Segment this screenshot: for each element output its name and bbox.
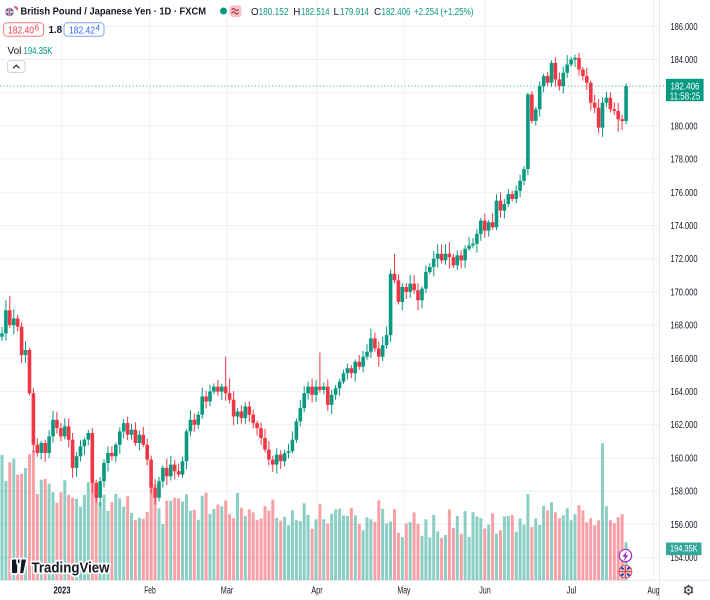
svg-text:182.40: 182.40 xyxy=(8,24,34,36)
svg-text:H: H xyxy=(293,7,300,18)
svg-text:L: L xyxy=(334,7,340,18)
svg-text:194.35K: 194.35K xyxy=(24,46,53,57)
svg-text:Aug: Aug xyxy=(648,586,660,597)
svg-text:+2.254: +2.254 xyxy=(414,7,439,18)
svg-text:1.8: 1.8 xyxy=(49,25,63,36)
svg-text:British Pound / Japanese Yen ·: British Pound / Japanese Yen · 1D · FXCM xyxy=(21,6,207,17)
svg-text:TradingView: TradingView xyxy=(32,560,111,576)
svg-text:Jun: Jun xyxy=(479,586,491,597)
svg-text:Mar: Mar xyxy=(221,586,234,597)
svg-text:179.914: 179.914 xyxy=(340,7,369,18)
svg-text:186.000: 186.000 xyxy=(671,22,698,33)
svg-text:154.000: 154.000 xyxy=(671,553,698,564)
svg-text:May: May xyxy=(398,586,411,597)
svg-text:C: C xyxy=(374,7,381,18)
svg-text:158.000: 158.000 xyxy=(671,487,698,498)
svg-text:O: O xyxy=(251,7,259,18)
svg-text:11:58:25: 11:58:25 xyxy=(670,91,701,102)
svg-text:156.000: 156.000 xyxy=(671,520,698,531)
svg-text:182.406: 182.406 xyxy=(671,81,700,92)
svg-text:164.000: 164.000 xyxy=(671,387,698,398)
svg-text:160.000: 160.000 xyxy=(671,453,698,464)
svg-text:168.000: 168.000 xyxy=(671,321,698,332)
svg-text:180.000: 180.000 xyxy=(671,121,698,132)
svg-text:182.42: 182.42 xyxy=(69,24,95,36)
svg-text:Apr: Apr xyxy=(311,586,323,597)
svg-text:4: 4 xyxy=(96,24,101,33)
svg-text:178.000: 178.000 xyxy=(671,155,698,166)
svg-text:162.000: 162.000 xyxy=(671,420,698,431)
svg-text:Vol: Vol xyxy=(8,46,22,57)
svg-text:184.000: 184.000 xyxy=(671,55,698,66)
svg-text:172.000: 172.000 xyxy=(671,254,698,265)
svg-text:194.35K: 194.35K xyxy=(670,544,698,555)
svg-text:170.000: 170.000 xyxy=(671,287,698,298)
svg-text:Jul: Jul xyxy=(567,586,577,597)
svg-text:Feb: Feb xyxy=(144,586,156,597)
svg-text:180.152: 180.152 xyxy=(259,7,289,18)
svg-text:182.514: 182.514 xyxy=(301,7,330,18)
svg-text:2023: 2023 xyxy=(54,586,71,597)
svg-text:166.000: 166.000 xyxy=(671,354,698,365)
svg-text:182.406: 182.406 xyxy=(382,7,411,18)
svg-text:(+1.25%): (+1.25%) xyxy=(441,7,474,18)
svg-text:174.000: 174.000 xyxy=(671,221,698,232)
svg-text:6: 6 xyxy=(35,24,40,33)
svg-text:176.000: 176.000 xyxy=(671,188,698,199)
